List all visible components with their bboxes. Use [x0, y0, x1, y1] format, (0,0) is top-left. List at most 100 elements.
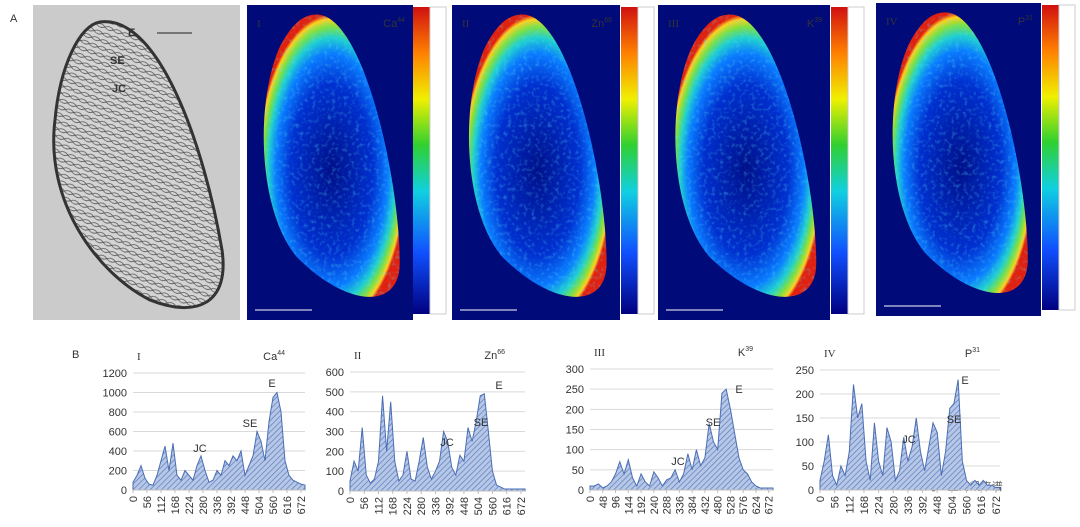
y-tick-label: 400	[109, 446, 127, 458]
area	[132, 391, 306, 491]
annotation: SE	[706, 417, 721, 429]
annotation: SE	[243, 418, 258, 430]
y-tick-label: 0	[121, 485, 127, 497]
x-tick-label: 56	[830, 496, 842, 508]
y-tick-label: 200	[566, 404, 584, 416]
chart-numeral: IV	[824, 348, 836, 360]
area	[349, 393, 526, 492]
x-tick-label: 672	[296, 496, 308, 514]
x-tick-label: 336	[212, 496, 224, 514]
x-tick-label: 384	[687, 496, 699, 514]
x-tick-label: 504	[947, 496, 959, 514]
y-tick-label: 250	[796, 365, 814, 377]
x-tick-label: 48	[598, 496, 610, 508]
x-tick-label: 392	[226, 496, 238, 514]
x-tick-label: 280	[416, 497, 428, 515]
y-tick-label: 1000	[103, 388, 127, 400]
map-numeral: IV	[886, 16, 898, 28]
isotope: 66	[497, 349, 505, 356]
x-tick-label: 240	[649, 496, 661, 514]
x-tick-label: 528	[725, 496, 737, 514]
x-tick-label: 624	[751, 496, 763, 514]
x-tick-label: 224	[184, 496, 196, 514]
x-tick-label: 96	[611, 496, 623, 508]
element-label: Zn66	[591, 17, 612, 30]
x-tick-label: 560	[962, 496, 974, 514]
x-tick-label: 336	[674, 496, 686, 514]
y-tick-label: 400	[326, 407, 344, 419]
color-bar	[621, 7, 638, 314]
annotation: JC	[193, 443, 207, 455]
map-texture	[892, 12, 1028, 294]
x-tick-label: 616	[282, 496, 294, 514]
x-tick-label: 112	[373, 497, 385, 515]
y-tick-label: 600	[109, 427, 127, 439]
element-label: Zn66	[484, 349, 505, 362]
panel-label: B	[72, 349, 79, 361]
y-tick-label: 250	[566, 384, 584, 396]
color-bar-frame	[1058, 4, 1076, 311]
y-tick-label: 50	[572, 465, 584, 477]
x-tick-label: 0	[585, 496, 597, 502]
x-tick-label: 616	[502, 497, 514, 515]
x-tick-label: 672	[764, 496, 776, 514]
x-tick-label: 280	[198, 496, 210, 514]
y-tick-label: 600	[326, 367, 344, 379]
y-tick-label: 150	[796, 413, 814, 425]
annotation: JC	[440, 437, 454, 449]
x-tick-label: 576	[738, 496, 750, 514]
color-bar-frame	[847, 6, 865, 315]
y-tick-label: 200	[326, 446, 344, 458]
isotope: 39	[814, 17, 822, 24]
x-tick-label: 0	[815, 496, 827, 502]
x-tick-label: 192	[636, 496, 648, 514]
x-tick-label: 336	[903, 496, 915, 514]
annotation: E	[961, 375, 968, 387]
region-label: JC	[112, 83, 126, 95]
color-bar	[1042, 5, 1059, 310]
x-tick-label: 56	[359, 497, 371, 509]
y-tick-label: 500	[326, 387, 344, 399]
chart-numeral: III	[594, 347, 605, 359]
x-tick-label: 448	[459, 497, 471, 515]
x-tick-label: 616	[976, 496, 988, 514]
x-tick-label: 392	[918, 496, 930, 514]
isotope: 44	[277, 350, 285, 357]
x-tick-label: 0	[128, 496, 140, 502]
x-tick-label: 504	[254, 496, 266, 514]
color-bar	[413, 7, 430, 314]
y-tick-label: 300	[326, 427, 344, 439]
x-tick-label: 168	[859, 496, 871, 514]
chart-numeral: II	[354, 350, 362, 362]
color-bar-frame	[637, 6, 655, 315]
annotation: SE	[474, 417, 489, 429]
map-texture	[468, 14, 607, 297]
y-tick-label: 100	[566, 445, 584, 457]
x-tick-label: 224	[874, 496, 886, 514]
x-tick-label: 168	[388, 497, 400, 515]
y-tick-label: 50	[802, 461, 814, 473]
panel-label: A	[10, 13, 18, 25]
x-tick-label: 144	[623, 496, 635, 514]
map-numeral: III	[668, 18, 679, 30]
x-tick-label: 224	[402, 497, 414, 515]
element-label: P31	[965, 347, 980, 360]
isotope: 31	[1025, 15, 1033, 22]
annotation: E	[268, 378, 275, 390]
x-tick-label: 560	[268, 496, 280, 514]
x-tick-label: 280	[888, 496, 900, 514]
element-label: Ca44	[263, 350, 285, 363]
x-tick-label: 504	[473, 497, 485, 515]
y-tick-label: 0	[808, 485, 814, 497]
x-tick-label: 56	[142, 496, 154, 508]
color-bar-frame	[429, 6, 447, 315]
element-symbol: P	[1018, 16, 1025, 28]
x-tick-label: 0	[345, 497, 357, 503]
x-tick-label: 112	[844, 496, 856, 514]
element-symbol: Ca	[263, 351, 278, 363]
y-tick-label: 1200	[103, 368, 127, 380]
isotope: 44	[397, 17, 405, 24]
y-tick-label: 100	[796, 437, 814, 449]
region-label: E	[128, 27, 135, 39]
